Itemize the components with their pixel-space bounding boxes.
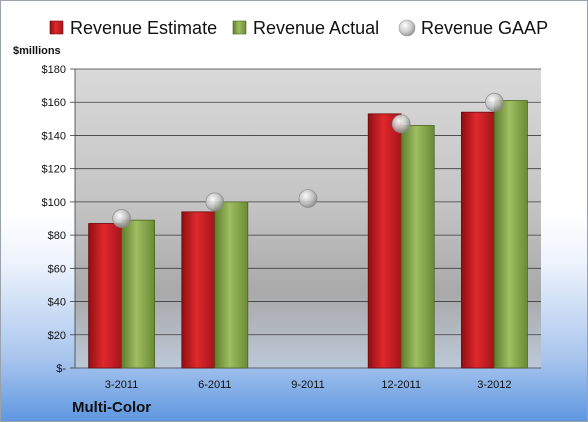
bar-revenue-actual (493, 100, 528, 369)
y-tick-label: $20 (48, 330, 66, 342)
y-tick-label: $80 (48, 230, 66, 242)
bars (88, 100, 528, 369)
bar-revenue-actual (214, 201, 249, 369)
unit-label: $millions (13, 45, 61, 57)
bar-revenue-actual (400, 125, 435, 369)
marker-revenue-gaap (298, 189, 318, 208)
legend-swatch-revenue-actual (232, 20, 247, 35)
gaap-markers (112, 92, 504, 228)
legend-label-revenue-estimate: Revenue Estimate (70, 18, 217, 38)
x-tick-label: 12-2011 (381, 379, 421, 391)
legend-swatch-revenue-estimate (49, 20, 64, 35)
bar-revenue-estimate (367, 113, 402, 369)
marker-revenue-gaap (485, 92, 504, 112)
x-tick-label: 9-2011 (291, 379, 324, 391)
bar-revenue-estimate (181, 211, 216, 369)
x-tick-label: 3-2012 (477, 379, 511, 391)
y-tick-label: $60 (48, 263, 66, 275)
legend: Revenue Estimate Revenue Actual Revenue … (49, 18, 548, 38)
y-tick-label: $120 (42, 164, 66, 176)
x-tick-label: 6-2011 (198, 379, 231, 391)
legend-swatch-revenue-gaap (398, 19, 416, 37)
bar-revenue-estimate (88, 223, 122, 369)
x-axis-ticks: 3-2011 6-2011 9-2011 12-2011 3-2012 (105, 379, 512, 391)
y-tick-label: $140 (42, 130, 66, 142)
x-tick-label: 3-2011 (105, 379, 138, 391)
bar-revenue-estimate (460, 111, 495, 369)
y-tick-label: $40 (48, 297, 66, 309)
y-axis-ticks: $- $20 $40 $60 $80 $100 $120 $140 $160 $180 (42, 64, 76, 375)
y-tick-label: $100 (42, 197, 66, 209)
y-tick-label: $180 (42, 64, 66, 76)
legend-label-revenue-gaap: Revenue GAAP (421, 18, 548, 38)
marker-revenue-gaap (112, 209, 131, 228)
bar-revenue-actual (121, 219, 155, 369)
legend-label-revenue-actual: Revenue Actual (253, 18, 379, 38)
y-tick-label: $- (56, 363, 66, 375)
y-tick-label: $160 (42, 97, 66, 109)
marker-revenue-gaap (391, 114, 411, 134)
marker-revenue-gaap (205, 192, 225, 212)
company-name: Multi-Color (72, 399, 151, 416)
